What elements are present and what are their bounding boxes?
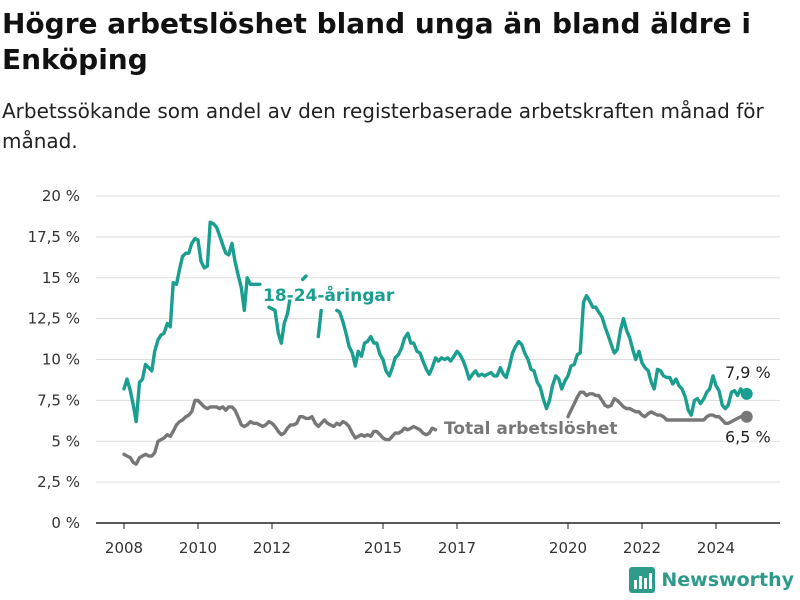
chart-subtitle: Arbetssökande som andel av den registerb… (2, 99, 764, 153)
x-tick-label: 2024 (697, 539, 735, 557)
series-line-total (122, 390, 749, 466)
series-end-point (740, 410, 753, 423)
y-tick-label: 7,5 % (37, 391, 80, 409)
x-tick-label: 2022 (623, 539, 661, 557)
chart-title: Högre arbetslöshet bland unga än bland ä… (2, 7, 751, 76)
series-lines (122, 220, 753, 466)
axis-ticks: 0 % 2,5 % 5 % 7,5 % 10 % 12,5 % 15 % 17,5 % 20 %… (28, 187, 736, 557)
x-tick-label: 2020 (549, 539, 587, 557)
end-value-label-total: 6,5 % (725, 428, 771, 447)
brand-logo: Newsworthy (629, 566, 794, 594)
series-label-total: Total arbetslöshet (444, 419, 618, 439)
series-line-young (122, 220, 749, 424)
x-tick-label: 2008 (105, 539, 143, 557)
y-tick-label: 17,5 % (28, 228, 80, 246)
series-label-young: 18-24-åringar (263, 284, 395, 306)
x-tick-label: 2015 (364, 539, 402, 557)
y-tick-label: 0 % (51, 514, 80, 532)
y-tick-label: 2,5 % (37, 473, 80, 491)
brand-name: Newsworthy (661, 569, 794, 591)
bar-chart-logo-icon (629, 567, 656, 593)
y-tick-label: 5 % (51, 432, 80, 450)
x-tick-label: 2010 (179, 539, 217, 557)
y-tick-label: 10 % (42, 351, 80, 369)
y-tick-label: 20 % (42, 187, 80, 205)
y-tick-label: 12,5 % (28, 310, 80, 328)
series-labels: 18-24-åringar Total arbetslöshet 7,9 % 6,5 … (261, 282, 773, 449)
series-end-point (740, 387, 753, 400)
end-value-label-young: 7,9 % (725, 363, 771, 382)
x-tick-label: 2017 (438, 539, 476, 557)
y-tick-label: 15 % (42, 269, 80, 287)
x-tick-label: 2012 (253, 539, 291, 557)
